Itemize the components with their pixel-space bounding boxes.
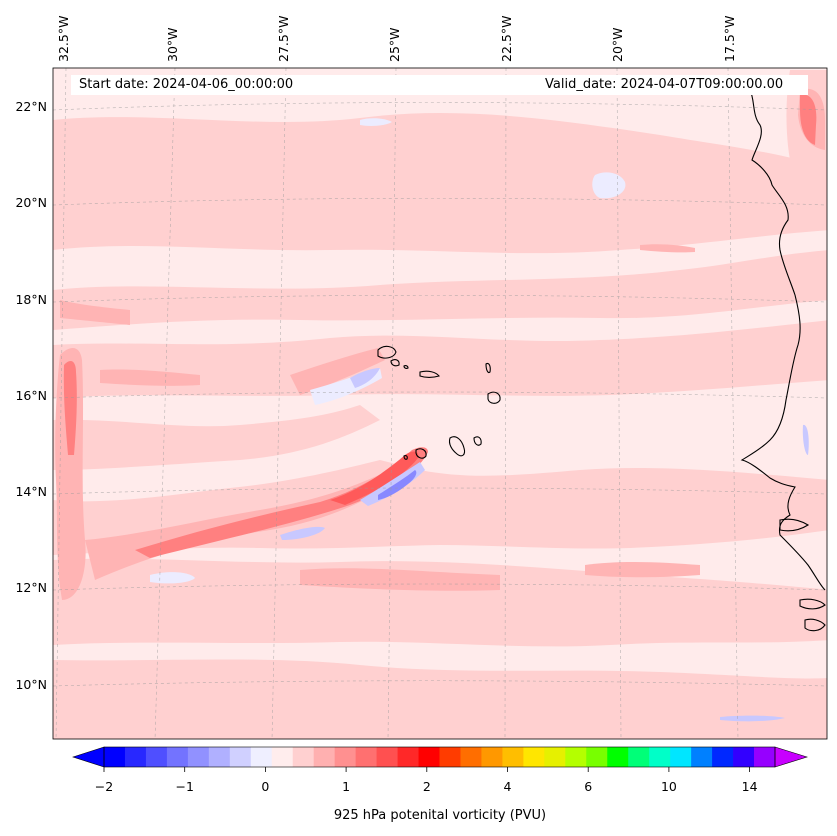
colorbar-cell (586, 747, 608, 767)
island-santiago (448, 436, 466, 457)
colorbar-cell (691, 747, 713, 767)
colorbar-cell (166, 747, 189, 767)
colorbar-tick-label: −2 (95, 779, 113, 794)
colorbar-cell (397, 747, 419, 767)
coast-detail-1 (779, 518, 810, 532)
colorbar-cell (313, 747, 336, 767)
colorbar-cell (334, 747, 357, 767)
island-santa-luzia (403, 365, 409, 369)
island-sao-nicolau (419, 370, 440, 379)
valid-date-label: Valid_date: 2024-04-07T09:00:00.00 (545, 77, 784, 92)
colorbar: −2 −1 0 1 2 4 6 10 14 (72, 746, 809, 794)
coast-detail-3 (804, 618, 826, 632)
lon-label: 17.5°W (722, 16, 737, 62)
colorbar-tick-label: 14 (742, 779, 758, 794)
colorbar-cell (208, 747, 231, 767)
longitude-labels: 32.5°W 30°W 27.5°W 25°W 22.5°W 20°W 17.5… (56, 16, 737, 62)
pv-contours-strong-red (330, 451, 419, 505)
graticule (53, 68, 827, 739)
start-date-label: Start date: 2024-04-06_00:00:00 (79, 77, 294, 92)
colorbar-cell (271, 747, 294, 767)
colorbar-tick-label: −1 (175, 779, 193, 794)
colorbar-cell (145, 747, 168, 767)
lon-label: 22.5°W (499, 16, 514, 62)
island-santo-antao (377, 345, 397, 359)
lat-label: 22°N (15, 99, 47, 114)
island-brava (403, 455, 408, 460)
colorbar-cell (460, 747, 482, 767)
colorbar-cell (502, 747, 524, 767)
pv-contours-blue (280, 368, 809, 722)
island-maio (473, 436, 482, 446)
lat-label: 12°N (15, 580, 47, 595)
colorbar-tick-label: 6 (584, 779, 592, 794)
colorbar-ticks: −2 −1 0 1 2 4 6 10 14 (95, 767, 758, 794)
colorbar-cell (439, 747, 461, 767)
colorbar-tick-label: 2 (423, 779, 431, 794)
map-frame (52, 67, 828, 740)
info-bar (71, 75, 808, 95)
map-plot-area (53, 68, 827, 739)
pv-contours-light-blue (150, 118, 626, 584)
lat-label: 18°N (15, 292, 47, 307)
island-sal (485, 362, 491, 374)
colorbar-frame (103, 746, 776, 768)
lat-label: 10°N (15, 677, 47, 692)
colorbar-tick-label: 1 (342, 779, 350, 794)
colorbar-tick-label: 10 (661, 779, 677, 794)
coastlines (377, 89, 826, 632)
lon-label: 27.5°W (276, 16, 291, 62)
colorbar-extend-low (72, 746, 105, 768)
colorbar-title: 925 hPa potenital vorticity (PVU) (333, 808, 547, 823)
lat-label: 20°N (15, 195, 47, 210)
island-boa-vista (487, 391, 501, 404)
colorbar-extend-high (774, 746, 809, 768)
pv-contours-red (63, 94, 817, 558)
island-sao-vicente (390, 359, 400, 367)
colorbar-tick-label: 0 (261, 779, 269, 794)
colorbar-cell (733, 747, 755, 767)
colorbar-cell (250, 747, 273, 767)
lat-label: 14°N (15, 484, 47, 499)
colorbar-cell (376, 747, 398, 767)
colorbar-cell (187, 747, 210, 767)
colorbar-cell (229, 747, 252, 767)
lon-label: 20°W (610, 27, 625, 62)
colorbar-cell (523, 747, 545, 767)
colorbar-cell (670, 747, 692, 767)
lon-label: 30°W (165, 27, 180, 62)
colorbar-cell (754, 747, 776, 767)
colorbar-cell (544, 747, 566, 767)
island-fogo (415, 448, 427, 459)
colorbar-cell (607, 747, 629, 767)
colorbar-cell (712, 747, 734, 767)
colorbar-cell (104, 747, 126, 767)
lon-label: 32.5°W (56, 16, 71, 62)
latitude-labels: 22°N 20°N 18°N 16°N 14°N 12°N 10°N (15, 99, 47, 692)
colorbar-cell (124, 747, 147, 767)
colorbar-cell (565, 747, 587, 767)
colorbar-cells (104, 747, 776, 767)
colorbar-cell (355, 747, 377, 767)
pv-contours-strong-blue (378, 470, 417, 500)
lat-label: 16°N (15, 388, 47, 403)
coast-detail-2 (799, 598, 826, 610)
lon-label: 25°W (387, 27, 402, 62)
colorbar-cell (292, 747, 315, 767)
colorbar-tick-label: 4 (504, 779, 512, 794)
pv-contours-light-pink (53, 70, 827, 739)
colorbar-cell (628, 747, 650, 767)
colorbar-cell (481, 747, 503, 767)
colorbar-cell (649, 747, 671, 767)
colorbar-cell (418, 747, 440, 767)
